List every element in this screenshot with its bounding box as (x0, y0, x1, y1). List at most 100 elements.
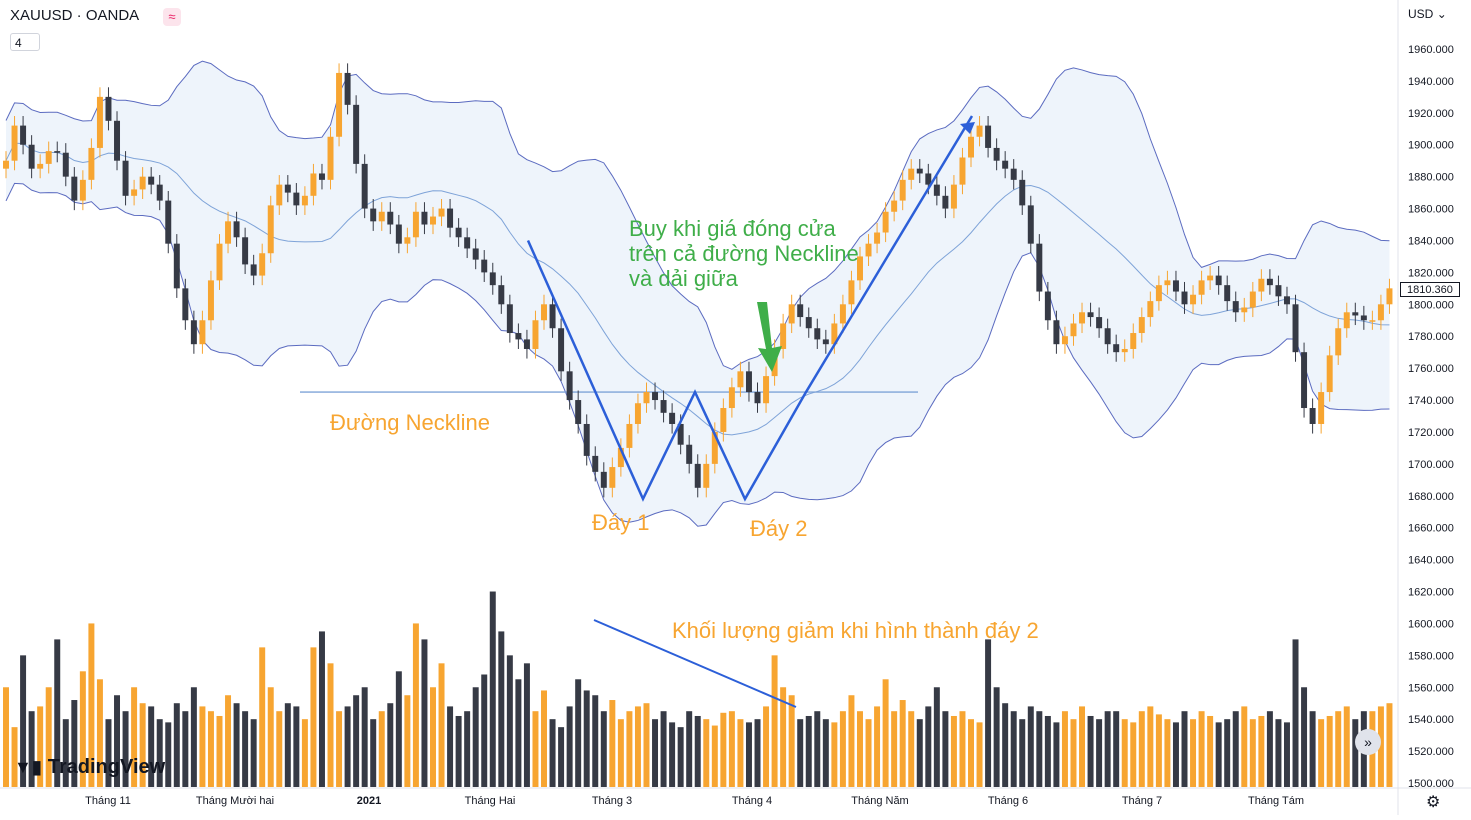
candle-body (28, 144, 35, 169)
candle-body (515, 333, 522, 340)
pattern-lines (526, 115, 975, 708)
candle-body (1130, 333, 1137, 349)
time-tick-label: Tháng 6 (988, 795, 1028, 807)
volume-bar (336, 711, 343, 787)
candle-body (660, 400, 667, 413)
volume-bar (763, 706, 770, 787)
candle-body (1241, 307, 1248, 313)
volume-bar (1044, 715, 1051, 787)
volume-bar (1121, 719, 1128, 787)
candle-body (190, 320, 197, 345)
volume-bar (541, 690, 548, 787)
volume-bar (523, 663, 530, 787)
scroll-to-realtime-button[interactable]: » (1355, 729, 1381, 755)
volume-bar (318, 631, 325, 787)
candle-body (1207, 275, 1214, 281)
time-tick-label: Tháng Năm (851, 795, 908, 807)
neckline-label: Đường Neckline (330, 410, 490, 435)
volume-bar (506, 655, 513, 787)
price-tick-label: 1760.000 (1408, 363, 1454, 375)
candle-body (993, 147, 1000, 161)
volume-bar (780, 687, 787, 787)
volume-bar (225, 695, 232, 787)
candle-body (96, 96, 103, 148)
candle-body (780, 323, 787, 349)
volume-bar (1352, 719, 1359, 787)
candle-body (1335, 328, 1342, 356)
volume-bar (1343, 706, 1350, 787)
tradingview-mark-icon: ▼▮ (14, 757, 42, 777)
volume-bar (575, 679, 582, 787)
candle-body (754, 392, 761, 404)
candle-body (669, 412, 676, 424)
volume-bar (728, 711, 735, 787)
volume-bar (703, 719, 710, 787)
volume-bar (968, 719, 974, 787)
volume-bar (105, 719, 112, 787)
candle-body (1258, 278, 1265, 292)
volume-bar (1096, 719, 1103, 787)
volume-bar (301, 719, 308, 787)
candle-body (839, 304, 846, 324)
volume-bar (1275, 719, 1282, 787)
candle-body (882, 211, 889, 233)
candle-body (216, 243, 223, 281)
volume-bar (583, 690, 590, 787)
candle-body (455, 227, 462, 238)
volume-bar (1190, 719, 1197, 787)
price-tick-label: 1820.000 (1408, 267, 1454, 279)
volume-bar (532, 711, 539, 787)
candle-body (1010, 168, 1017, 180)
gear-icon[interactable]: ⚙ (1426, 794, 1441, 811)
symbol-title[interactable]: XAUUSD · OANDA (10, 7, 140, 24)
candle-body (344, 72, 351, 105)
candle-body (506, 304, 513, 334)
volume-bar (1036, 711, 1043, 787)
volume-annotation: Khối lượng giảm khi hình thành đáy 2 (672, 618, 1039, 643)
candle-body (549, 304, 556, 329)
volume-bar (634, 706, 641, 787)
candle-body (523, 339, 530, 349)
volume-bar (805, 715, 812, 787)
interval-selector[interactable]: 4 (10, 33, 40, 51)
price-tick-label: 1780.000 (1408, 331, 1454, 343)
current-price-label: 1810.360 (1400, 282, 1460, 297)
volume-bar (430, 687, 436, 787)
volume-bar (310, 647, 317, 787)
candle-body (899, 179, 906, 201)
candle-body (1087, 312, 1094, 318)
candle-body (711, 431, 718, 464)
price-tick-label: 1720.000 (1408, 427, 1454, 439)
time-tick-label: Tháng Hai (465, 795, 516, 807)
volume-bar (1335, 711, 1342, 787)
volume-bar (950, 715, 957, 787)
data-status-badge[interactable]: ≈ (163, 8, 181, 26)
volume-bar (1019, 719, 1026, 787)
candle-body (634, 403, 641, 424)
volume-bar (387, 703, 394, 787)
volume-bar (122, 711, 129, 787)
candle-body (848, 280, 855, 305)
currency-selector[interactable]: USD ⌄ (1408, 7, 1447, 21)
price-tick-label: 1520.000 (1408, 746, 1454, 758)
volume-bar (1224, 719, 1231, 787)
candle-body (575, 400, 582, 424)
volume-bar (1104, 711, 1111, 787)
bottom2-label: Đáy 2 (750, 516, 808, 541)
volume-bar (412, 623, 419, 787)
time-tick-label: Tháng Mười hai (196, 795, 274, 807)
volume-bar (1241, 706, 1248, 787)
volume-bar (284, 703, 291, 787)
volume-bar (592, 695, 599, 787)
pattern-arrowhead (960, 122, 975, 134)
candle-body (1318, 392, 1325, 424)
candle-body (1369, 320, 1376, 322)
tradingview-logo[interactable]: ▼▮ TradingView (14, 756, 165, 779)
volume-bar (669, 722, 676, 787)
candle-body (225, 221, 232, 244)
buy-annotation: Buy khi giá đóng cửa trên cả đường Neckl… (629, 216, 859, 291)
candle-body (814, 328, 821, 340)
candle-body (1326, 355, 1333, 393)
